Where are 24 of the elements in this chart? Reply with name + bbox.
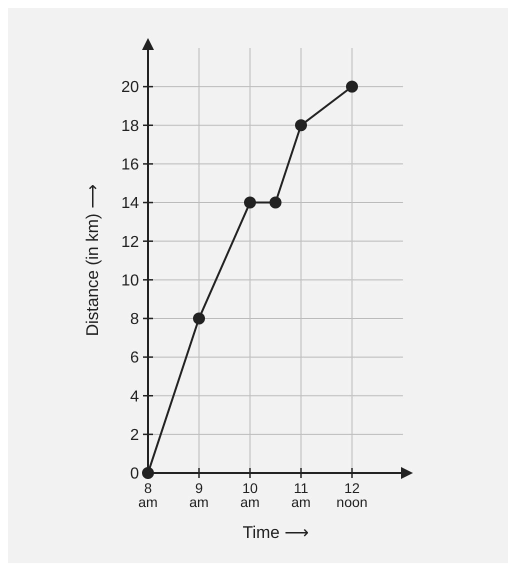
y-axis-title: Distance (in km) ⟶ [83, 184, 102, 336]
y-tick-label: 6 [130, 350, 140, 367]
y-tick-label: 12 [121, 234, 140, 251]
y-tick-label: 0 [130, 466, 140, 483]
x-tick-label: 9 am [189, 480, 209, 510]
point [244, 196, 256, 209]
point [193, 312, 205, 324]
point [270, 196, 282, 209]
point [346, 80, 358, 93]
x-tick-label: 12 noon [336, 480, 368, 510]
x-axis-title: Time ⟶ [242, 523, 308, 542]
y-tick-label: 18 [121, 118, 140, 135]
y-tick-label: 4 [130, 388, 140, 406]
x-tick-label: 8 am [138, 480, 158, 510]
point [295, 119, 307, 132]
y-tick-label: 8 [130, 311, 140, 328]
x-tick-label: 10 am [240, 480, 260, 510]
y-tick-label: 20 [121, 79, 140, 96]
y-tick-label: 14 [121, 195, 140, 212]
y-tick-label: 10 [121, 272, 140, 290]
x-tick-label: 11 am [291, 480, 311, 510]
y-tick-label: 16 [121, 156, 140, 174]
y-tick-label: 2 [130, 426, 140, 444]
point [142, 467, 154, 479]
